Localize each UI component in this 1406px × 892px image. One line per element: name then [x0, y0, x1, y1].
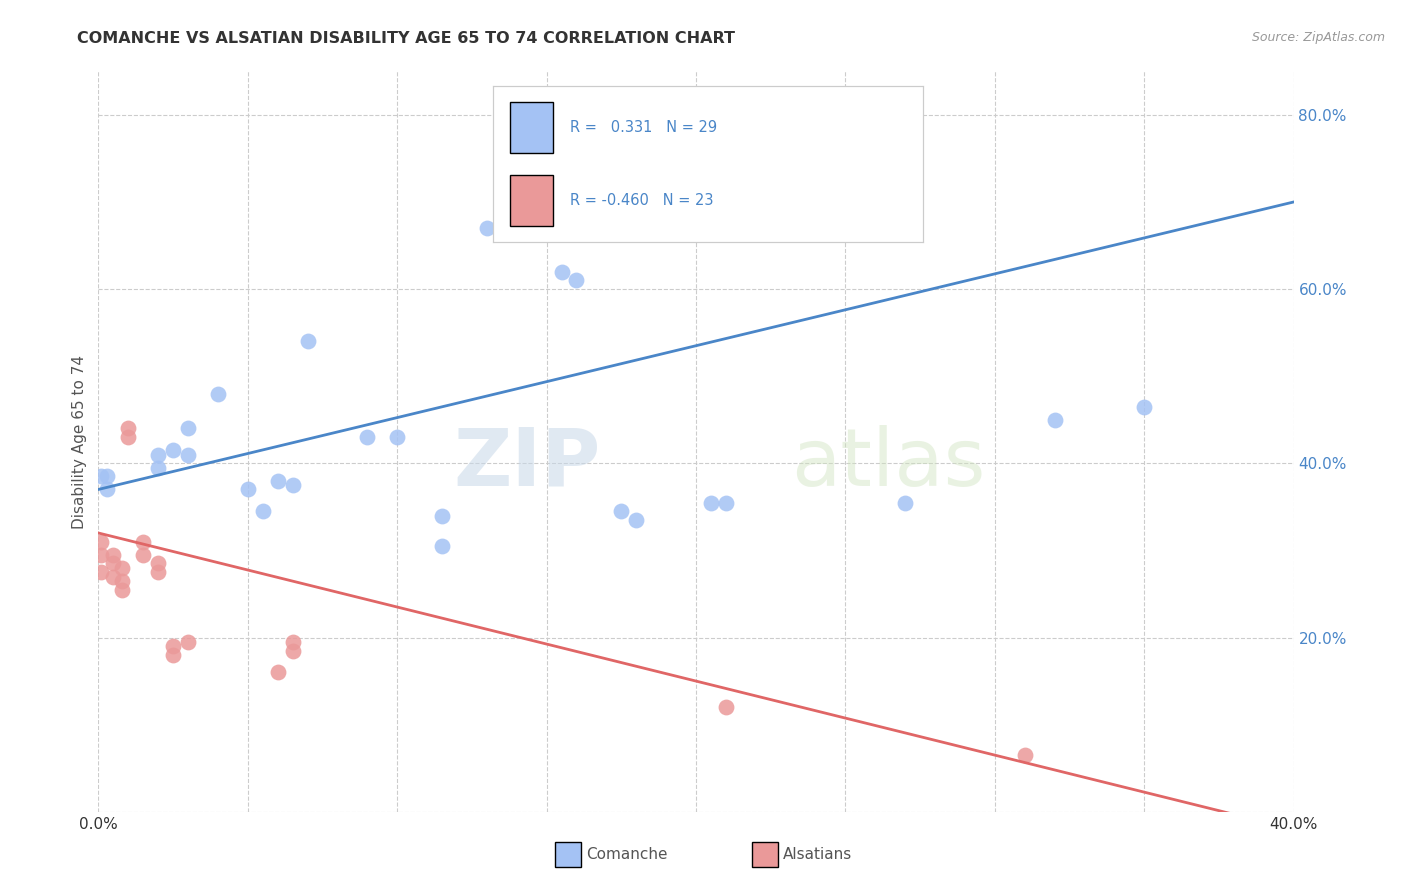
Point [177, 635, 200, 649]
Point [356, 430, 378, 444]
Point [90, 548, 112, 562]
Point [162, 443, 184, 458]
Point [281, 643, 304, 657]
Point [1133, 400, 1156, 414]
Point [148, 565, 170, 579]
Point [103, 557, 125, 571]
Point [148, 460, 170, 475]
Point [610, 504, 633, 518]
Point [475, 221, 498, 235]
Point [90, 469, 112, 483]
Text: atlas: atlas [792, 425, 986, 503]
Point [177, 421, 200, 435]
Point [111, 582, 134, 597]
Point [430, 539, 453, 553]
Point [506, 178, 529, 192]
Text: ZIP: ZIP [453, 425, 600, 503]
Text: COMANCHE VS ALSATIAN DISABILITY AGE 65 TO 74 CORRELATION CHART: COMANCHE VS ALSATIAN DISABILITY AGE 65 T… [77, 31, 735, 46]
Point [103, 548, 125, 562]
Point [267, 665, 290, 680]
Point [565, 273, 588, 287]
Point [700, 495, 723, 509]
Point [162, 639, 184, 653]
Point [297, 334, 319, 349]
Point [894, 495, 917, 509]
Point [1014, 748, 1036, 763]
Point [236, 483, 259, 497]
Point [111, 574, 134, 588]
Point [281, 635, 304, 649]
Point [148, 557, 170, 571]
Point [714, 700, 737, 714]
Point [90, 534, 112, 549]
Point [714, 495, 737, 509]
Point [90, 565, 112, 579]
Point [207, 386, 229, 401]
Point [117, 421, 139, 435]
Point [626, 513, 648, 527]
Point [117, 430, 139, 444]
Point [267, 474, 290, 488]
Point [96, 483, 118, 497]
Y-axis label: Disability Age 65 to 74: Disability Age 65 to 74 [72, 354, 87, 529]
Point [385, 430, 409, 444]
Point [132, 548, 155, 562]
Point [103, 569, 125, 583]
Text: Alsatians: Alsatians [783, 847, 852, 862]
Text: Comanche: Comanche [586, 847, 668, 862]
Point [111, 561, 134, 575]
Point [550, 265, 572, 279]
Point [162, 648, 184, 662]
Point [177, 448, 200, 462]
Point [281, 478, 304, 492]
Point [148, 448, 170, 462]
Text: Source: ZipAtlas.com: Source: ZipAtlas.com [1251, 31, 1385, 45]
Point [96, 469, 118, 483]
Point [252, 504, 274, 518]
Point [1043, 413, 1066, 427]
Point [132, 534, 155, 549]
Point [430, 508, 453, 523]
